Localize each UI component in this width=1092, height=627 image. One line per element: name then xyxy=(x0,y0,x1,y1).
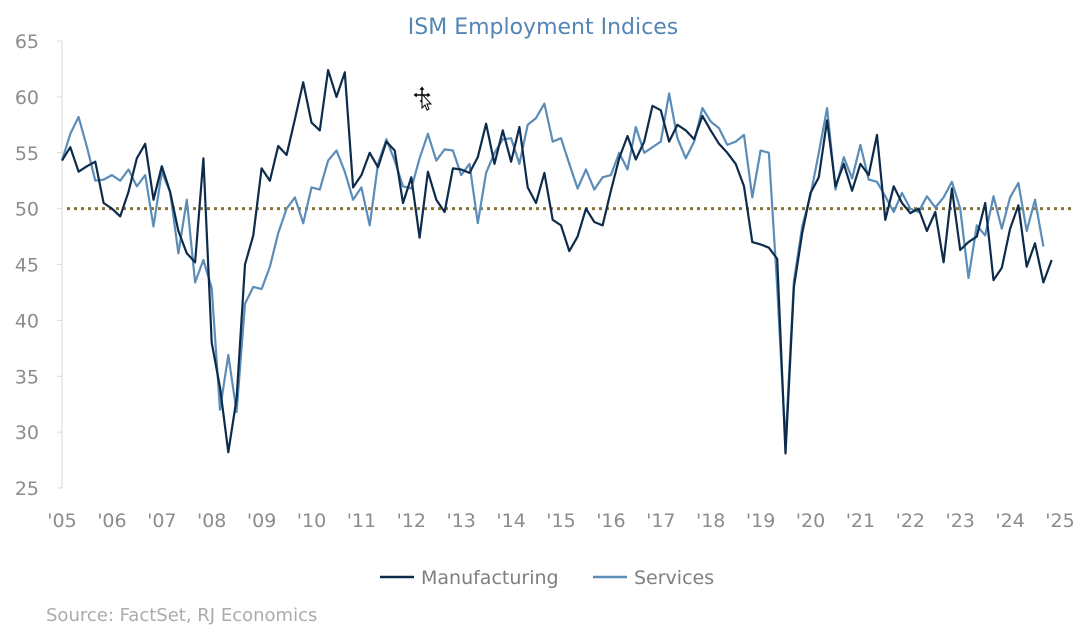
y-tick-label: 45 xyxy=(15,255,39,277)
y-tick-label: 60 xyxy=(15,87,39,109)
x-tick-label: '05 xyxy=(47,510,76,532)
y-tick-label: 55 xyxy=(15,143,39,165)
series-services xyxy=(60,92,1045,445)
y-axis: 25 30 35 40 45 50 55 60 65 xyxy=(15,31,63,500)
series-manufacturing xyxy=(61,69,1053,455)
x-tick-label: '14 xyxy=(496,510,525,532)
y-tick-label: 50 xyxy=(15,199,39,221)
x-tick-label: '17 xyxy=(646,510,675,532)
legend-label-manufacturing: Manufacturing xyxy=(421,567,559,589)
y-tick-label: 40 xyxy=(15,310,39,332)
x-tick-label: '10 xyxy=(297,510,326,532)
x-axis: '05 '06 '07 '08 '09 '10 '11 '12 '13 '14 '15 '16 '17 '… xyxy=(47,510,1074,532)
x-tick-label: '24 xyxy=(995,510,1024,532)
x-tick-label: '11 xyxy=(347,510,376,532)
x-tick-label: '07 xyxy=(147,510,176,532)
x-tick-label: '20 xyxy=(796,510,825,532)
x-tick-label: '08 xyxy=(197,510,226,532)
series-layer xyxy=(60,69,1053,455)
x-tick-label: '22 xyxy=(896,510,925,532)
chart-title: ISM Employment Indices xyxy=(408,15,678,40)
x-tick-label: '15 xyxy=(546,510,575,532)
y-tick-label: 30 xyxy=(15,422,39,444)
x-tick-label: '12 xyxy=(397,510,426,532)
series-line-manufacturing xyxy=(61,69,1053,455)
x-tick-label: '13 xyxy=(446,510,475,532)
legend-label-services: Services xyxy=(634,567,714,589)
source-note: Source: FactSet, RJ Economics xyxy=(46,605,317,626)
x-tick-label: '16 xyxy=(596,510,625,532)
x-tick-label: '09 xyxy=(247,510,276,532)
x-tick-label: '06 xyxy=(97,510,126,532)
move-cursor-icon xyxy=(412,85,433,111)
series-line-services xyxy=(60,92,1045,445)
x-tick-label: '25 xyxy=(1045,510,1074,532)
x-tick-label: '23 xyxy=(945,510,974,532)
y-tick-label: 35 xyxy=(15,366,39,388)
x-tick-label: '18 xyxy=(696,510,725,532)
x-tick-label: '21 xyxy=(846,510,875,532)
x-tick-label: '19 xyxy=(746,510,775,532)
y-tick-label: 25 xyxy=(15,478,39,500)
legend: Manufacturing Services xyxy=(380,567,714,589)
y-tick-label: 65 xyxy=(15,31,39,53)
